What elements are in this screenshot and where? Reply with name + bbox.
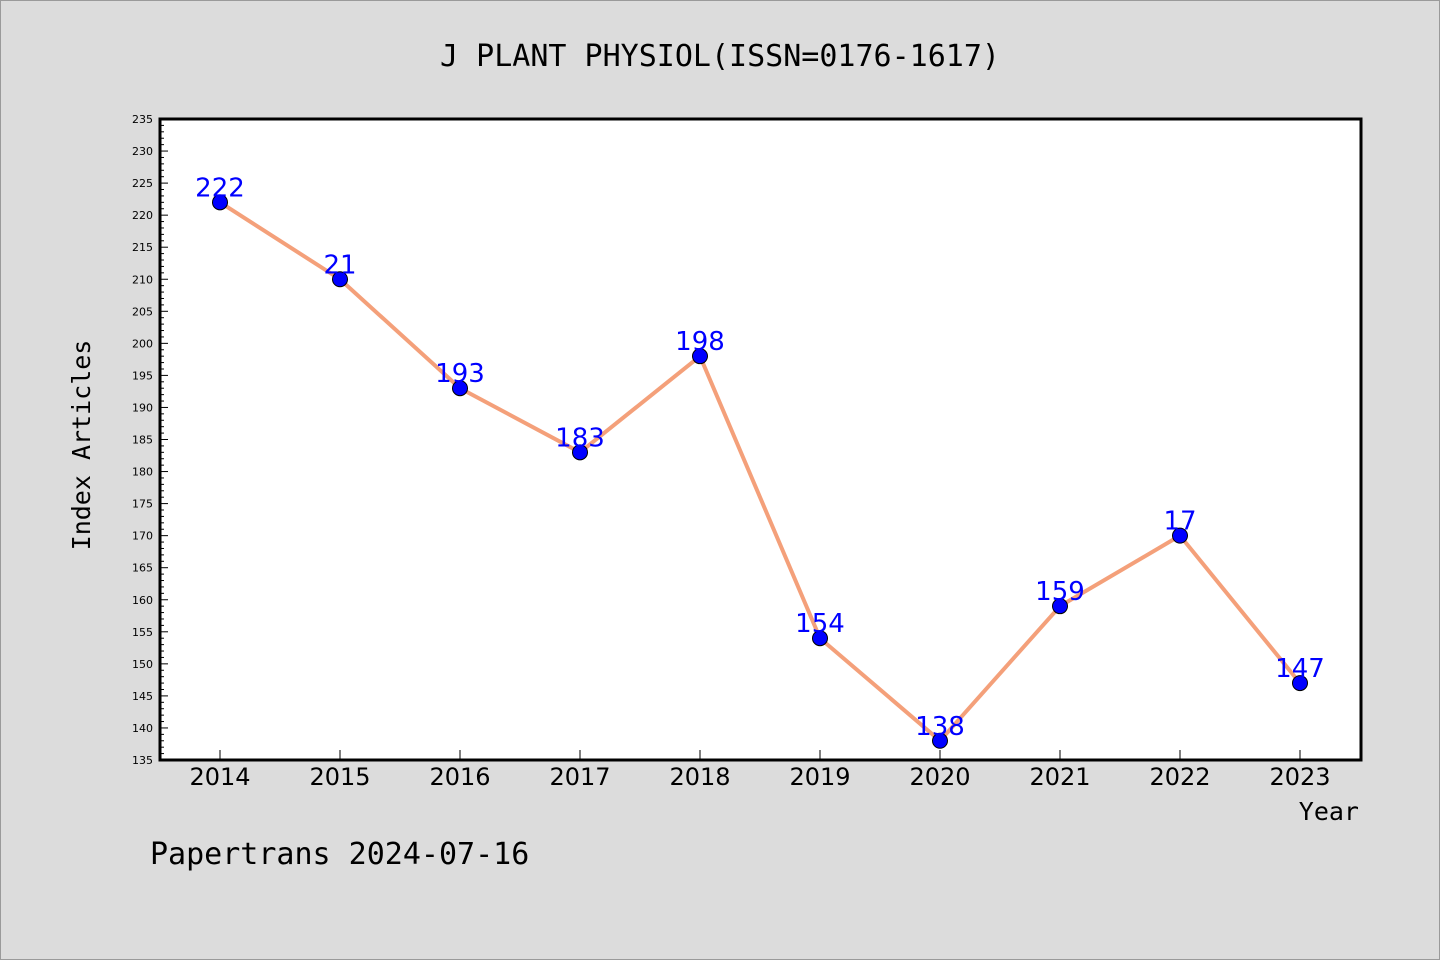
x-tick-label: 2020 <box>909 763 970 791</box>
data-point <box>1172 527 1188 544</box>
data-point <box>212 194 228 211</box>
x-axis: 2014 2015 2016 2017 2018 2019 2020 2021 2022 2023 <box>189 750 1331 791</box>
chart-title: J PLANT PHYSIOL(ISSN=0176-1617) <box>440 39 1000 74</box>
y-tick-label: 145 <box>132 690 153 703</box>
series-line <box>218 200 1302 743</box>
data-label: 193 <box>435 359 485 389</box>
data-labels: 222 21 193 183 198 154 138 159 17 147 <box>195 173 1325 741</box>
x-tick-label: 2019 <box>789 763 850 791</box>
data-point <box>932 732 948 749</box>
y-tick-label: 165 <box>132 562 153 575</box>
y-tick-label: 190 <box>132 401 153 414</box>
data-point <box>332 271 348 288</box>
y-tick-label: 150 <box>132 658 153 671</box>
y-tick-label: 225 <box>132 177 153 190</box>
plot-area <box>158 117 1363 762</box>
data-point <box>1052 598 1068 615</box>
data-points <box>212 194 1308 749</box>
data-label: 147 <box>1275 654 1325 684</box>
x-tick-label: 2017 <box>549 763 610 791</box>
data-label: 198 <box>675 327 725 357</box>
y-tick-label: 220 <box>132 209 153 222</box>
y-tick-label: 160 <box>132 594 153 607</box>
data-label: 159 <box>1035 577 1085 607</box>
y-tick-label: 195 <box>132 369 153 382</box>
data-point <box>452 380 468 397</box>
y-tick-label: 135 <box>132 754 153 767</box>
series-line-group <box>218 200 1302 743</box>
data-point <box>572 444 588 461</box>
data-label: 17 <box>1163 507 1196 537</box>
x-tick-label: 2021 <box>1029 763 1090 791</box>
x-tick-label: 2016 <box>429 763 490 791</box>
footer-text: Papertrans 2024-07-16 <box>150 837 529 872</box>
x-tick-label: 2014 <box>189 763 250 791</box>
y-tick-label: 185 <box>132 434 153 447</box>
data-label: 222 <box>195 173 245 203</box>
y-tick-label: 235 <box>132 113 153 126</box>
y-axis: 135 140 145 150 155 160 165 170 175 180 185 190 195 2… <box>132 113 168 767</box>
y-axis-label: Index Articles <box>67 340 96 551</box>
y-tick-label: 140 <box>132 722 153 735</box>
data-label: 154 <box>795 609 845 639</box>
y-tick-label: 170 <box>132 530 153 543</box>
data-label: 21 <box>323 250 356 280</box>
data-label: 138 <box>915 712 965 742</box>
data-point <box>692 348 708 365</box>
y-tick-label: 230 <box>132 145 153 158</box>
x-axis-label: Year <box>1299 797 1359 826</box>
data-point <box>1292 675 1308 692</box>
y-tick-label: 200 <box>132 337 153 350</box>
y-tick-label: 215 <box>132 241 153 254</box>
y-tick-label: 180 <box>132 466 153 479</box>
x-tick-label: 2022 <box>1149 763 1210 791</box>
x-tick-label: 2015 <box>309 763 370 791</box>
x-tick-label: 2023 <box>1269 763 1330 791</box>
y-tick-label: 175 <box>132 498 153 511</box>
data-point <box>812 630 828 647</box>
y-tick-label: 155 <box>132 626 153 639</box>
y-tick-label: 210 <box>132 273 153 286</box>
x-tick-label: 2018 <box>669 763 730 791</box>
data-label: 183 <box>555 423 605 453</box>
y-tick-label: 205 <box>132 305 153 318</box>
